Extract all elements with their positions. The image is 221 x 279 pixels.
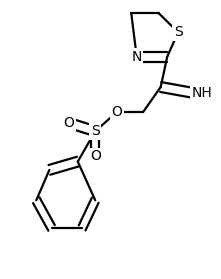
Text: S: S: [174, 25, 183, 39]
Text: NH: NH: [191, 86, 212, 100]
Text: O: O: [90, 149, 101, 163]
Text: N: N: [131, 50, 142, 64]
Text: S: S: [91, 124, 100, 138]
Text: O: O: [64, 116, 74, 130]
Text: O: O: [112, 105, 122, 119]
